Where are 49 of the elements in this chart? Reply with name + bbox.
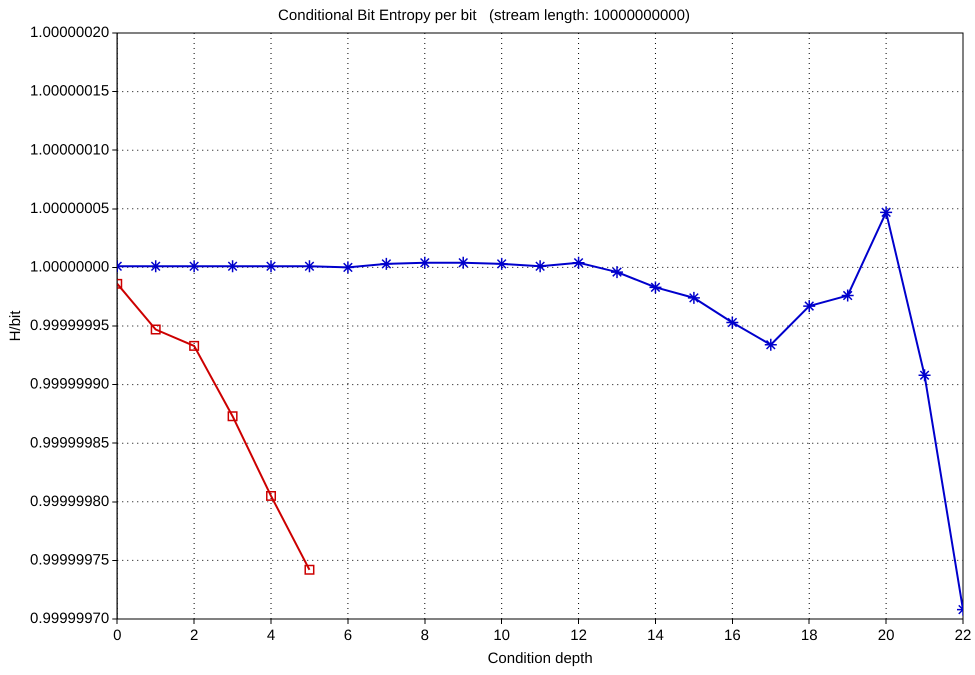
- x-tick-label: 22: [954, 627, 972, 644]
- point: [341, 260, 355, 274]
- x-tick-label: 2: [190, 627, 198, 644]
- point: [264, 259, 278, 273]
- y-tick-label: 0.99999985: [30, 434, 110, 452]
- point: [879, 206, 893, 220]
- x-tick-label: 0: [113, 627, 122, 644]
- point: [802, 299, 816, 313]
- point: [380, 257, 394, 271]
- point: [918, 368, 932, 382]
- x-tick-label: 6: [344, 627, 352, 644]
- point: [648, 280, 662, 294]
- point: [304, 564, 314, 575]
- point: [302, 259, 316, 273]
- y-tick-label: 1.00000015: [30, 82, 110, 100]
- point: [572, 256, 586, 270]
- x-tick-label: 8: [420, 627, 429, 644]
- y-tick-label: 1.00000010: [30, 141, 110, 158]
- y-tick-label: 0.99999995: [30, 317, 110, 334]
- point: [187, 259, 201, 273]
- x-tick-label: 18: [800, 627, 818, 644]
- point: [687, 291, 701, 305]
- x-tick-label: 4: [266, 627, 276, 644]
- point: [840, 288, 854, 302]
- y-tick-label: 1.00000000: [30, 258, 110, 276]
- point: [226, 259, 240, 273]
- x-tick-label: 20: [878, 627, 894, 644]
- point: [764, 338, 778, 352]
- y-tick-label: 0.99999970: [30, 610, 110, 628]
- point: [610, 265, 624, 279]
- y-axis-title: H/bit: [7, 310, 24, 342]
- point: [150, 324, 161, 335]
- x-tick-label: 14: [647, 627, 664, 644]
- x-tick-label: 16: [724, 627, 741, 644]
- y-tick-label: 1.00000005: [30, 200, 110, 217]
- point: [228, 411, 238, 422]
- point: [726, 316, 740, 330]
- y-tick-label: 0.99999975: [30, 552, 110, 569]
- y-tick-label: 0.99999980: [30, 492, 110, 510]
- x-tick-label: 12: [570, 627, 587, 644]
- chart-title: Conditional Bit Entropy per bit (stream length: 10000000000): [278, 7, 690, 24]
- x-axis-title: Condition depth: [488, 650, 593, 668]
- x-tick-label: 10: [493, 627, 510, 644]
- y-tick-label: 0.99999990: [30, 376, 110, 393]
- point: [189, 340, 200, 351]
- point: [533, 259, 547, 273]
- y-tick-label: 1.00000020: [30, 24, 110, 42]
- point: [266, 490, 276, 501]
- point: [494, 257, 508, 271]
